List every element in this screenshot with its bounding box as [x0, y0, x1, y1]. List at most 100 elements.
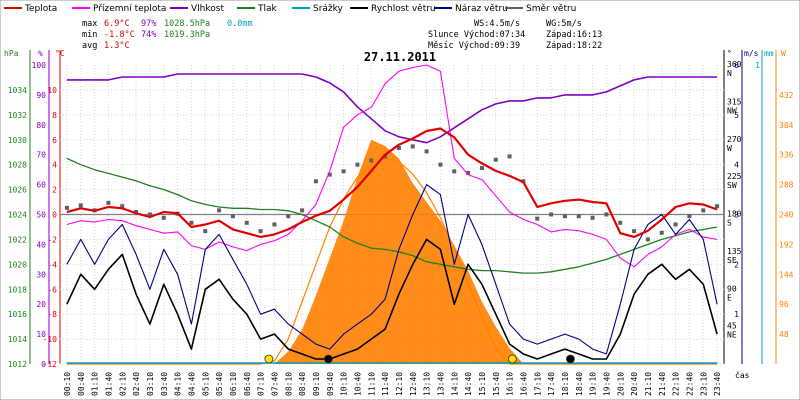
series-wind-direction-point — [479, 165, 484, 170]
y-tick-label: -6 — [47, 285, 57, 294]
legend-item: Tlak — [237, 4, 278, 14]
y-tick-label: 1032 — [8, 111, 27, 120]
y-tick-label: 315 — [727, 97, 742, 106]
x-tick-label: 03:40 — [160, 372, 169, 396]
series-wind-direction-point — [396, 146, 401, 151]
stats-block: max 6.9°C 97% 1028.5hPa 0.0mm min -1.8°C… — [82, 19, 253, 51]
y-tick-label: 1 — [755, 61, 760, 70]
wind-speed-text: WS:4.5m/s — [474, 19, 520, 29]
y-tick-label: 0 — [41, 360, 46, 369]
series-wind-direction-point — [673, 222, 678, 227]
x-tick-label: 21:10 — [644, 372, 653, 396]
ms-unit-label: m/s — [744, 49, 759, 58]
x-tick-label: 11:10 — [367, 372, 376, 396]
x-tick-label: 23:10 — [699, 372, 708, 396]
x-tick-label: 20:10 — [616, 372, 625, 396]
legend: Teplota Přízemní teplota Vlhkost Tlak Sr… — [4, 4, 576, 14]
y-tick-label: 360 — [727, 60, 742, 69]
series-wind-direction-point — [410, 144, 415, 149]
x-tick-label: 06:10 — [229, 372, 238, 396]
y-tick-label: 1014 — [8, 335, 27, 344]
wind-gust-text: WG:5m/s — [546, 19, 582, 29]
legend-label: Tlak — [257, 4, 278, 14]
y-tick-label: -12 — [43, 360, 58, 369]
y-tick-label: 270 — [727, 135, 742, 144]
x-tick-label: 09:40 — [326, 372, 335, 396]
y-tick-label: 1024 — [8, 211, 27, 220]
y-tick-label: 8 — [52, 111, 57, 120]
y-tick-label: 45 — [727, 322, 737, 331]
series-wind-direction-point — [645, 237, 650, 242]
x-tick-label: 09:10 — [312, 372, 321, 396]
direction-unit-label: ° — [727, 49, 732, 58]
series-wind-direction-point — [286, 214, 291, 219]
marker-Měsíc západ — [566, 354, 575, 364]
y-tick-label: 135 — [727, 247, 742, 256]
x-tick-label: 03:10 — [146, 372, 155, 396]
stats-max-rain: 0.0mm — [227, 19, 253, 29]
x-tick-label: 22:40 — [685, 372, 694, 396]
stats-max-label: max — [82, 19, 97, 29]
x-tick-label: 21:40 — [658, 372, 667, 396]
stats-avg-label: avg — [82, 41, 97, 51]
legend-label: Přízemní teplota — [93, 4, 166, 14]
stats-max-temp: 6.9°C — [104, 19, 130, 29]
stats-avg-temp: 1.3°C — [104, 41, 130, 51]
x-tick-label: 12:10 — [395, 372, 404, 396]
x-tick-label: 15:40 — [492, 372, 501, 396]
stats-max-press: 1028.5hPa — [164, 19, 210, 29]
x-tick-label: 00:40 — [77, 372, 86, 396]
x-tick-label: 01:40 — [104, 372, 113, 396]
legend-item: Přízemní teplota — [72, 4, 166, 14]
y-tick-label: 1030 — [8, 136, 27, 145]
y-tick-label: 96 — [779, 300, 789, 309]
x-tick-label: 00:10 — [63, 372, 72, 396]
y-tick-label: 0 — [52, 211, 57, 220]
sunrise-text: Slunce Východ:07:34 — [428, 30, 525, 40]
series-wind-direction-point — [78, 203, 83, 208]
moonrise-text: Měsíc Východ:09:39 — [428, 41, 520, 51]
x-tick-label: 01:10 — [91, 372, 100, 396]
series-wind-direction-point — [272, 222, 277, 227]
series-wind-direction-point — [466, 170, 471, 175]
y-tick-label: 1022 — [8, 235, 27, 244]
y-tick-label: E — [727, 293, 732, 302]
x-tick-label: 16:40 — [519, 372, 528, 396]
x-tick-label: 22:10 — [672, 372, 681, 396]
y-tick-label: -2 — [47, 235, 57, 244]
series-theoretical-radiation — [66, 157, 718, 365]
y-tick-label: W — [727, 144, 732, 153]
series-line-Teplota — [66, 127, 718, 238]
series-wind-direction-point — [147, 212, 152, 217]
y-tick-label: 1018 — [8, 285, 27, 294]
hpa-unit-label: hPa — [4, 49, 19, 58]
y-tick-label: 144 — [779, 270, 794, 279]
y-tick-label: 30 — [36, 270, 46, 279]
x-tick-label: 20:40 — [630, 372, 639, 396]
y-tick-label: -10 — [43, 335, 58, 344]
sunset-text: Západ:16:13 — [546, 30, 602, 40]
legend-label: Směr větru — [526, 4, 576, 14]
series-wind-direction-point — [687, 214, 692, 219]
marker-Měsíc východ — [323, 354, 333, 364]
x-tick-label: 13:40 — [436, 372, 445, 396]
y-tick-label: 1028 — [8, 161, 27, 170]
y-tick-label: 10 — [47, 86, 57, 95]
y-tick-label: 1012 — [8, 360, 27, 369]
y-tick-label: 80 — [36, 121, 46, 130]
series-wind-direction-point — [134, 210, 139, 215]
y-tick-label: 1 — [734, 310, 739, 319]
series-radiation-area — [66, 139, 718, 364]
x-tick-label: 13:10 — [423, 372, 432, 396]
x-tick-label: 16:10 — [506, 372, 515, 396]
series-line-Rychlost větru — [66, 238, 718, 360]
x-tick-label: 19:10 — [589, 372, 598, 396]
y-tick-label: 5 — [734, 111, 739, 120]
series-wind-direction-point — [452, 169, 457, 174]
series-wind-direction-point — [120, 204, 125, 209]
series-wind-direction-point — [590, 215, 595, 220]
x-ticks: 00:10 00:40 01:10 01:40 02:10 02:40 03:10 03:40… — [63, 372, 722, 396]
legend-label: Náraz větru — [455, 4, 508, 14]
y-tick-label: 4 — [734, 161, 739, 170]
x-tick-label: 08:40 — [298, 372, 307, 396]
